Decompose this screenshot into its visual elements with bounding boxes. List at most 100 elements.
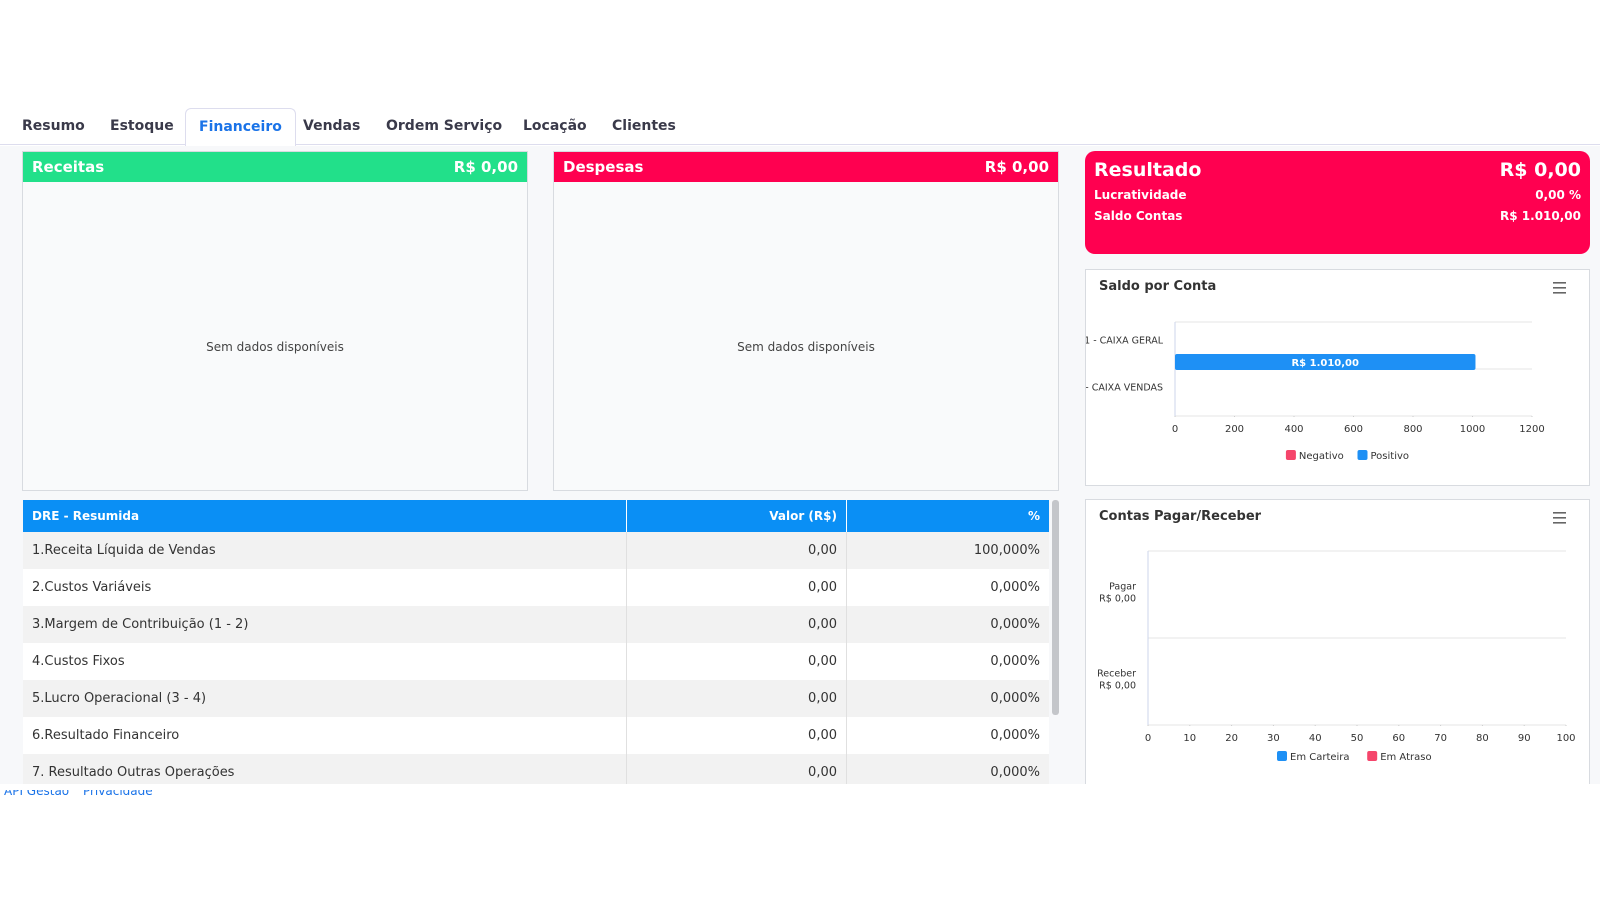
x-tick-label: 1200 [1519, 424, 1544, 435]
category-label: Pagar [1109, 582, 1136, 593]
table-row: 3.Margem de Contribuição (1 - 2) 0,00 0,00… [23, 606, 1049, 644]
table-cell: 0,000% [846, 643, 1049, 680]
menu-icon[interactable] [1553, 522, 1566, 524]
category-label: Receber [1097, 669, 1136, 680]
x-tick-label: 100 [1556, 733, 1575, 744]
x-tick-label: 10 [1183, 733, 1196, 744]
table-row: 2.Custos Variáveis 0,00 0,000% [23, 569, 1049, 607]
table-cell: 5.Lucro Operacional (3 - 4) [32, 691, 207, 706]
footer-link[interactable]: API Gestão [4, 790, 70, 798]
category-total: R$ 0,00 [1099, 594, 1136, 605]
tab-bar: Resumo Estoque Financeiro Vendas Ordem S… [0, 108, 1600, 147]
table-cell: 4.Custos Fixos [32, 654, 125, 669]
table-cell: 100,000% [846, 532, 1049, 569]
x-tick-label: 60 [1392, 733, 1405, 744]
empty-message: Sem dados disponíveis [206, 340, 344, 354]
contas-chart-panel: Contas Pagar/Receber 0 10 20 30 40 50 60 70 80 90 1… [1085, 499, 1590, 784]
header-cell: DRE - Resumida [32, 509, 140, 523]
receitas-panel: Receitas R$ 0,00 Sem dados disponíveis [22, 151, 528, 491]
table-row: 6.Resultado Financeiro 0,00 0,000% [23, 717, 1049, 755]
panel-header: Receitas R$ 0,00 [23, 152, 527, 182]
x-tick-label: 20 [1225, 733, 1238, 744]
header-cell: % [846, 500, 1049, 532]
table-cell: 0,00 [626, 680, 846, 717]
tab[interactable]: Estoque [110, 118, 174, 134]
tab[interactable]: Resumo [22, 118, 85, 134]
table-header: DRE - Resumida Valor (R$)% [23, 500, 1049, 532]
x-tick-label: 50 [1351, 733, 1364, 744]
contas-chart: Contas Pagar/Receber 0 10 20 30 40 50 60 70 80 90 1… [1097, 509, 1575, 763]
scrollbar[interactable] [1052, 500, 1059, 715]
table-cell: 0,00 [626, 532, 846, 569]
table-cell: 0,000% [846, 569, 1049, 606]
footer-link[interactable]: Privacidade [82, 790, 153, 798]
x-tick-label: 0 [1145, 733, 1151, 744]
table-cell: 0,00 [626, 717, 846, 754]
table-cell: 0,000% [846, 680, 1049, 717]
card-total: R$ 0,00 [1499, 159, 1581, 181]
category-total: R$ 0,00 [1099, 681, 1136, 692]
table-row: 5.Lucro Operacional (3 - 4) 0,00 0,000% [23, 680, 1049, 718]
legend-swatch [1357, 450, 1368, 460]
menu-icon [1553, 282, 1566, 284]
x-tick-label: 600 [1344, 424, 1363, 435]
tab[interactable]: Locação [523, 118, 587, 134]
table-cell: 0,000% [846, 754, 1049, 784]
panel-title: Despesas [563, 158, 644, 176]
despesas-panel: Despesas R$ 0,00 Sem dados disponíveis [553, 151, 1059, 491]
panel-total: R$ 0,00 [984, 158, 1049, 176]
chart-title: Contas Pagar/Receber [1099, 509, 1262, 524]
saldo-chart-panel: Saldo por Conta 0 200 400 600 800 1000 1200 1 - … [1076, 269, 1590, 486]
table-cell: 0,00 [626, 606, 846, 643]
card-value: 0,00 % [1535, 188, 1581, 202]
legend-label[interactable]: Negativo [1299, 451, 1344, 462]
dashboard: Receitas R$ 0,00 Sem dados disponíveis De… [0, 146, 1600, 784]
table-cell: 7. Resultado Outras Operações [32, 765, 235, 780]
legend-swatch [1277, 751, 1287, 761]
x-tick-label: 30 [1267, 733, 1280, 744]
dre-table: DRE - Resumida Valor (R$)% 1.Receita Líqui… [23, 500, 1049, 784]
tab[interactable]: Vendas [303, 118, 361, 134]
x-tick-label: 40 [1309, 733, 1322, 744]
x-tick-label: 200 [1225, 424, 1244, 435]
x-tick-label: 90 [1518, 733, 1531, 744]
panel-title: Receitas [32, 158, 105, 176]
table-cell: 1.Receita Líquida de Vendas [32, 543, 216, 558]
table-cell: 0,000% [846, 606, 1049, 643]
chart-title: Saldo por Conta [1099, 279, 1216, 294]
menu-icon [1553, 287, 1566, 289]
category-label: 1 - CAIXA GERAL [1086, 336, 1164, 347]
card-title: Resultado [1094, 159, 1202, 181]
card-label: Saldo Contas [1094, 209, 1183, 223]
tab-active[interactable]: Financeiro [185, 108, 296, 147]
table-cell: 0,000% [846, 717, 1049, 754]
resultado-card: Resultado R$ 0,00 Lucratividade 0,00 % S… [1085, 151, 1590, 254]
table-cell: 0,00 [626, 754, 846, 784]
footer: API Gestão Privacidade [4, 790, 153, 798]
tab[interactable]: Ordem Serviço [386, 118, 503, 134]
legend-label[interactable]: Positivo [1371, 451, 1410, 462]
data-label: R$ 1.010,00 [1291, 358, 1359, 369]
menu-icon [1553, 512, 1566, 514]
x-tick-label: 0 [1172, 424, 1178, 435]
x-tick-label: 70 [1434, 733, 1447, 744]
empty-message: Sem dados disponíveis [737, 340, 875, 354]
table-row: 1.Receita Líquida de Vendas 0,00 100,000% [23, 532, 1049, 570]
legend-label[interactable]: Em Carteira [1290, 752, 1350, 763]
x-tick-label: 400 [1284, 424, 1303, 435]
legend-label[interactable]: Em Atraso [1380, 752, 1431, 763]
x-tick-label: 1000 [1460, 424, 1485, 435]
menu-icon[interactable] [1553, 292, 1566, 294]
bar [1175, 354, 1476, 370]
table-cell: 0,00 [626, 569, 846, 606]
header-cell: Valor (R$) [626, 500, 846, 532]
card-label: Lucratividade [1094, 188, 1187, 202]
legend-swatch [1367, 751, 1378, 761]
table-cell: 0,00 [626, 643, 846, 680]
legend-swatch [1285, 450, 1296, 460]
category-label: 2 - CAIXA VENDAS [1086, 383, 1163, 394]
tab[interactable]: Clientes [612, 118, 676, 134]
menu-icon [1553, 517, 1566, 519]
saldo-chart: Saldo por Conta 0 200 400 600 800 1000 1200 1 - … [1076, 279, 1566, 462]
